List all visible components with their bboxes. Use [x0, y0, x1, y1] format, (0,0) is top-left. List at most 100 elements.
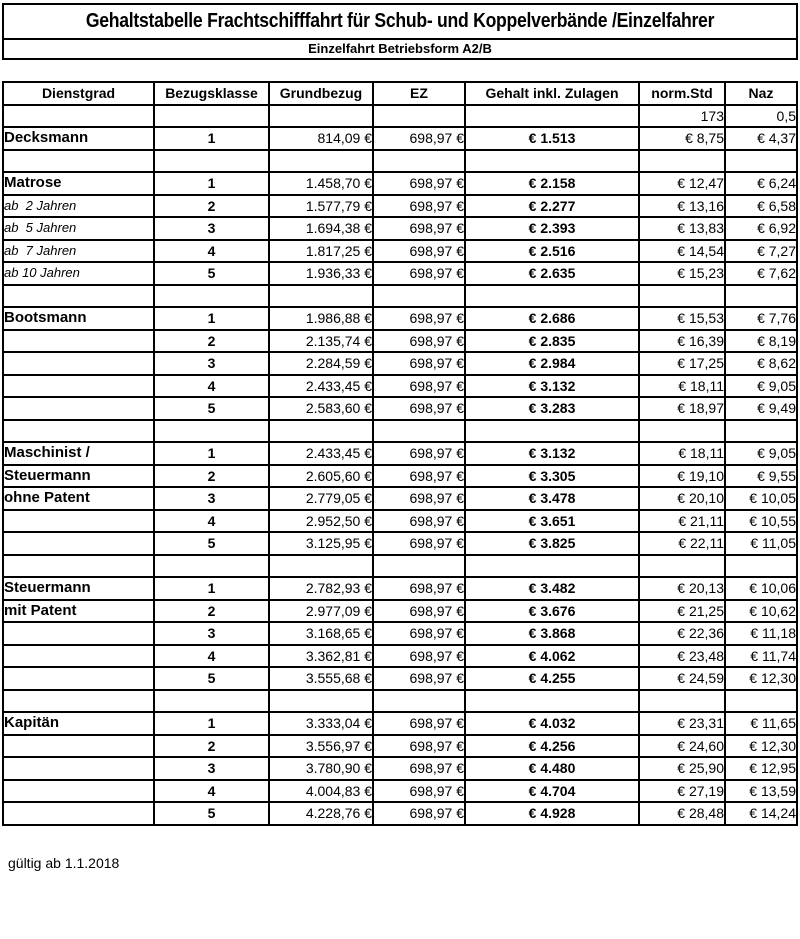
cell-grundbezug: 2.135,74 € [268, 328, 374, 353]
cell-norm_std: € 18,11 [638, 373, 726, 398]
cell-dienstgrad: ohne Patent [2, 486, 155, 511]
column-header-naz: Naz [724, 81, 798, 106]
cell-naz: € 8,62 [724, 351, 798, 376]
cell-bezugsklasse: 5 [153, 531, 270, 556]
cell-dienstgrad [2, 103, 155, 128]
cell-naz [724, 688, 798, 713]
cell-dienstgrad: Steuermann [2, 463, 155, 488]
column-header-bezugsklasse: Bezugsklasse [153, 81, 270, 106]
cell-dienstgrad: Matrose [2, 171, 155, 196]
table-row: 173 0,5 [2, 103, 798, 128]
cell-naz [724, 148, 798, 173]
cell-gehalt [464, 553, 640, 578]
table-row: Decksmann 1 814,09 €698,97 € € 1.513 € 8,75 €… [2, 126, 798, 151]
cell-ez [372, 688, 466, 713]
title-box: Gehaltstabelle Frachtschifffahrt für Sch… [2, 3, 798, 60]
cell-gehalt: € 4.928 [464, 801, 640, 826]
cell-grundbezug: 4.228,76 € [268, 801, 374, 826]
cell-naz [724, 553, 798, 578]
page: { "title": "Gehaltstabelle Frachtschifff… [0, 3, 800, 939]
cell-naz: € 7,62 [724, 261, 798, 286]
cell-bezugsklasse: 5 [153, 801, 270, 826]
cell-naz: € 11,18 [724, 621, 798, 646]
cell-norm_std [638, 688, 726, 713]
cell-gehalt: € 2.686 [464, 306, 640, 331]
cell-grundbezug: 2.583,60 € [268, 396, 374, 421]
table-row: 2 2.135,74 €698,97 € € 2.835 € 16,39 € 8,19 [2, 328, 798, 353]
cell-norm_std: € 14,54 [638, 238, 726, 263]
cell-ez [372, 418, 466, 443]
cell-naz: € 9,05 [724, 373, 798, 398]
cell-ez: 698,97 € [372, 396, 466, 421]
cell-bezugsklasse: 1 [153, 306, 270, 331]
cell-ez: 698,97 € [372, 801, 466, 826]
cell-dienstgrad [2, 733, 155, 758]
table-row: 4 2.433,45 €698,97 € € 3.132 € 18,11 € 9,05 [2, 373, 798, 398]
cell-bezugsklasse: 1 [153, 576, 270, 601]
cell-dienstgrad: ab 7 Jahren [2, 238, 155, 263]
cell-bezugsklasse [153, 688, 270, 713]
cell-dienstgrad: Steuermann [2, 576, 155, 601]
cell-bezugsklasse: 4 [153, 373, 270, 398]
table-row [2, 148, 798, 173]
cell-dienstgrad [2, 148, 155, 173]
cell-ez: 698,97 € [372, 216, 466, 241]
cell-gehalt: € 3.482 [464, 576, 640, 601]
cell-gehalt: € 2.835 [464, 328, 640, 353]
cell-gehalt: € 1.513 [464, 126, 640, 151]
cell-bezugsklasse: 3 [153, 486, 270, 511]
cell-naz: € 11,05 [724, 531, 798, 556]
column-header-grundbezug: Grundbezug [268, 81, 374, 106]
cell-norm_std: 173 [638, 103, 726, 128]
cell-dienstgrad [2, 801, 155, 826]
cell-ez: 698,97 € [372, 778, 466, 803]
cell-ez: 698,97 € [372, 598, 466, 623]
cell-dienstgrad [2, 373, 155, 398]
table-row: 4 2.952,50 €698,97 € € 3.651 € 21,11 € 10,55 [2, 508, 798, 533]
cell-gehalt: € 4.062 [464, 643, 640, 668]
table-row: 5 4.228,76 €698,97 € € 4.928 € 28,48 € 14,24 [2, 801, 798, 826]
cell-naz: € 9,49 [724, 396, 798, 421]
table-row: Steuermann 1 2.782,93 €698,97 € € 3.482 € 20… [2, 576, 798, 601]
cell-dienstgrad [2, 621, 155, 646]
table-row: 3 3.780,90 €698,97 € € 4.480 € 25,90 € 12,95 [2, 756, 798, 781]
table-row: 2 3.556,97 €698,97 € € 4.256 € 24,60 € 12,30 [2, 733, 798, 758]
cell-grundbezug: 1.458,70 € [268, 171, 374, 196]
cell-bezugsklasse: 3 [153, 216, 270, 241]
cell-ez [372, 148, 466, 173]
cell-ez: 698,97 € [372, 576, 466, 601]
table-row: ab 10 Jahren 5 1.936,33 €698,97 € € 2.635 € … [2, 261, 798, 286]
cell-gehalt: € 4.704 [464, 778, 640, 803]
cell-ez: 698,97 € [372, 351, 466, 376]
table-row: Matrose 1 1.458,70 €698,97 € € 2.158 € 12,47… [2, 171, 798, 196]
cell-norm_std: € 19,10 [638, 463, 726, 488]
cell-naz: € 6,58 [724, 193, 798, 218]
cell-bezugsklasse: 1 [153, 441, 270, 466]
cell-norm_std: € 24,59 [638, 666, 726, 691]
cell-grundbezug: 1.986,88 € [268, 306, 374, 331]
cell-dienstgrad [2, 531, 155, 556]
cell-grundbezug: 3.125,95 € [268, 531, 374, 556]
cell-bezugsklasse: 3 [153, 621, 270, 646]
cell-grundbezug [268, 418, 374, 443]
table-row: ab 5 Jahren 3 1.694,38 €698,97 € € 2.393 € 1… [2, 216, 798, 241]
cell-dienstgrad [2, 418, 155, 443]
column-header-ez: EZ [372, 81, 466, 106]
cell-bezugsklasse: 2 [153, 328, 270, 353]
cell-grundbezug [268, 283, 374, 308]
cell-ez: 698,97 € [372, 711, 466, 736]
page-title-text: Gehaltstabelle Frachtschifffahrt für Sch… [85, 10, 715, 32]
cell-grundbezug [268, 103, 374, 128]
cell-norm_std: € 20,13 [638, 576, 726, 601]
cell-norm_std: € 23,48 [638, 643, 726, 668]
cell-norm_std: € 15,53 [638, 306, 726, 331]
table-row [2, 418, 798, 443]
cell-norm_std: € 13,16 [638, 193, 726, 218]
cell-gehalt [464, 148, 640, 173]
table-row: Kapitän 1 3.333,04 €698,97 € € 4.032 € 23,31… [2, 711, 798, 736]
cell-dienstgrad: Bootsmann [2, 306, 155, 331]
cell-dienstgrad [2, 328, 155, 353]
cell-bezugsklasse: 5 [153, 396, 270, 421]
table-row: 5 3.125,95 €698,97 € € 3.825 € 22,11 € 11,05 [2, 531, 798, 556]
cell-bezugsklasse: 3 [153, 756, 270, 781]
